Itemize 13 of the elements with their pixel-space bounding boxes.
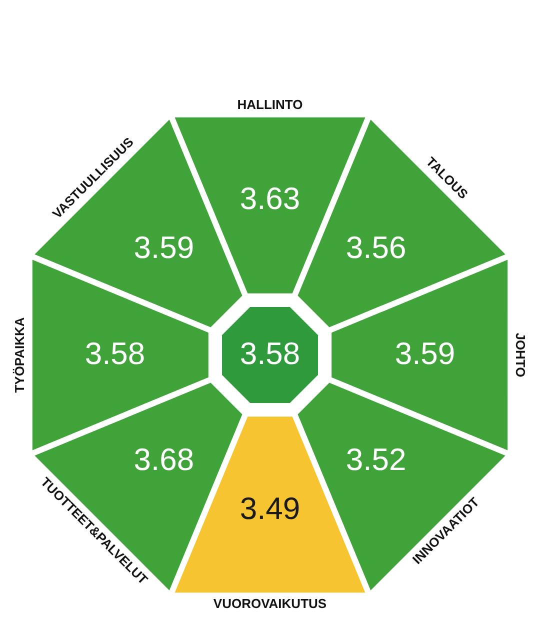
data-label: 3.63 xyxy=(240,181,300,216)
category-label: JOHTO xyxy=(513,332,528,378)
data-label: 3.52 xyxy=(346,442,406,478)
category-label: VUOROVAIKUTUS xyxy=(213,596,327,611)
category-label: TYÖPAIKKA xyxy=(12,316,27,393)
data-label: 3.68 xyxy=(134,442,194,478)
data-label: 3.59 xyxy=(134,230,194,265)
text: 3.58 xyxy=(240,336,300,371)
category-label: HALLINTO xyxy=(237,97,303,112)
data-label: 3.58 xyxy=(84,336,146,371)
data-label: 3.49 xyxy=(240,491,300,526)
data-label: 3.56 xyxy=(346,230,406,265)
data-label: 3.59 xyxy=(394,336,456,371)
